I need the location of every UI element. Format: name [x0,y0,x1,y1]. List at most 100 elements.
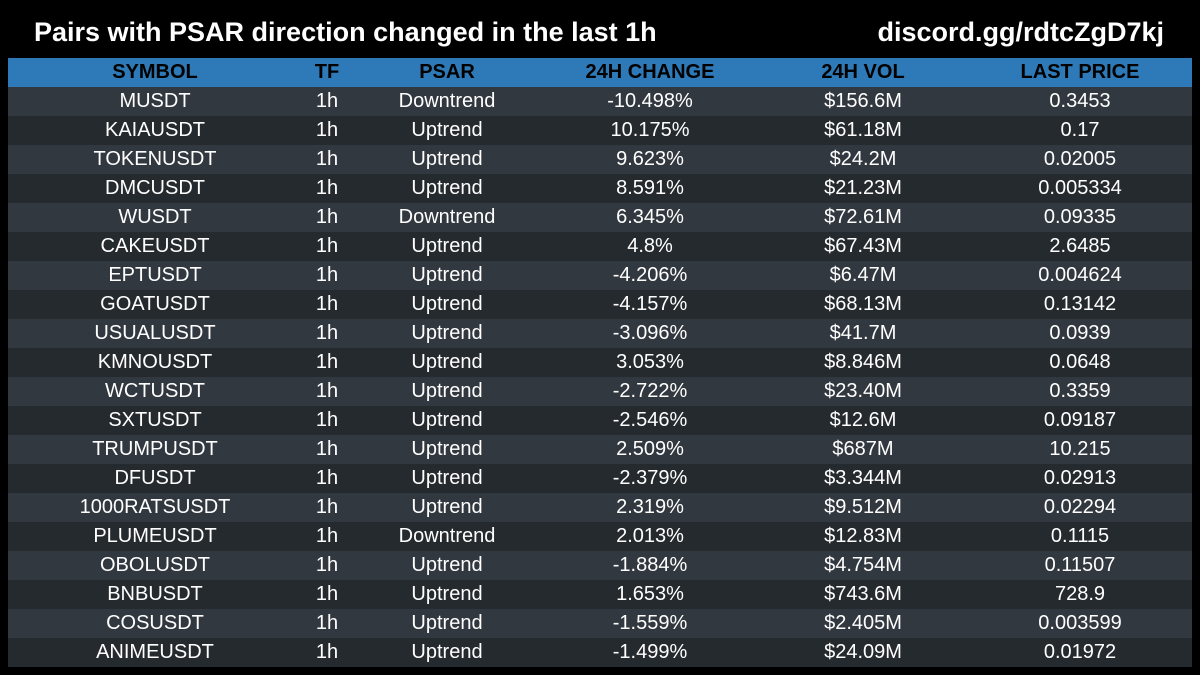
symbol-cell: 1000RATSUSDT [79,496,231,518]
price-cell: 10.215 [1049,438,1111,460]
change-cell: 1.653% [616,583,684,605]
symbol-cell: BNBUSDT [107,583,203,605]
symbol-cell: SXTUSDT [108,409,202,431]
price-cell: 0.004624 [1038,264,1122,286]
symbol-cell: KMNOUSDT [97,351,213,373]
tf-cell: 1h [315,264,339,286]
psar-cell: Uptrend [411,177,483,199]
change-cell: -1.559% [612,612,688,634]
table-row[interactable]: WCTUSDT 1h Uptrend -2.722% $23.40M 0.3359 [8,377,1192,406]
table-row[interactable]: KAIAUSDT 1h Uptrend 10.175% $61.18M 0.17 [8,116,1192,145]
table-row[interactable]: WUSDT 1h Downtrend 6.345% $72.61M 0.09335 [8,203,1192,232]
symbol-cell: TOKENUSDT [93,148,217,170]
tf-cell: 1h [315,177,339,199]
psar-cell: Uptrend [411,148,483,170]
price-cell: 0.11507 [1044,554,1116,576]
symbol-cell: ANIMEUSDT [96,641,214,663]
psar-cell: Downtrend [398,90,496,112]
tf-cell: 1h [315,525,339,547]
tf-cell: 1h [315,90,339,112]
symbol-cell: OBOLUSDT [99,554,211,576]
change-cell: -2.379% [612,467,688,489]
psar-cell: Uptrend [411,496,483,518]
price-cell: 0.17 [1060,119,1100,141]
psar-cell: Uptrend [411,612,483,634]
tf-cell: 1h [315,293,339,315]
change-cell: 8.591% [616,177,684,199]
change-cell: 6.345% [616,206,684,228]
table-row[interactable]: SXTUSDT 1h Uptrend -2.546% $12.6M 0.09187 [8,406,1192,435]
table-row[interactable]: USUALUSDT 1h Uptrend -3.096% $41.7M 0.0939 [8,319,1192,348]
price-cell: 0.09335 [1043,206,1117,228]
volume-cell: $156.6M [824,90,902,112]
change-cell: 10.175% [610,119,690,141]
symbol-cell: DFUSDT [114,467,196,489]
symbol-cell: WUSDT [118,206,192,228]
price-cell: 0.005334 [1038,177,1122,199]
price-cell: 0.13142 [1043,293,1117,315]
volume-cell: $6.47M [829,264,897,286]
symbol-cell: PLUMEUSDT [93,525,217,547]
psar-cell: Uptrend [411,583,483,605]
table-row[interactable]: EPTUSDT 1h Uptrend -4.206% $6.47M 0.004624 [8,261,1192,290]
psar-cell: Downtrend [398,525,496,547]
psar-table: SYMBOL TF PSAR 24H CHANGE 24H VOL LAST P… [8,58,1192,667]
symbol-cell: KAIAUSDT [104,119,206,141]
symbol-cell: GOATUSDT [100,293,210,315]
table-row[interactable]: TRUMPUSDT 1h Uptrend 2.509% $687M 10.215 [8,435,1192,464]
price-cell: 0.02294 [1043,496,1117,518]
psar-cell: Uptrend [411,293,483,315]
psar-cell: Downtrend [398,206,496,228]
page-title: Pairs with PSAR direction changed in the… [34,17,657,47]
tf-cell: 1h [315,148,339,170]
tf-cell: 1h [315,641,339,663]
table-row[interactable]: CAKEUSDT 1h Uptrend 4.8% $67.43M 2.6485 [8,232,1192,261]
table-row[interactable]: OBOLUSDT 1h Uptrend -1.884% $4.754M 0.11507 [8,551,1192,580]
column-header-symbol[interactable]: SYMBOL [112,61,198,83]
tf-cell: 1h [315,583,339,605]
price-cell: 0.02913 [1043,467,1117,489]
symbol-cell: CAKEUSDT [100,235,210,257]
table-row[interactable]: GOATUSDT 1h Uptrend -4.157% $68.13M 0.13142 [8,290,1192,319]
volume-cell: $12.83M [824,525,902,547]
column-header-24h-change[interactable]: 24H CHANGE [585,61,715,83]
price-cell: 0.3359 [1049,380,1111,402]
table-row[interactable]: COSUSDT 1h Uptrend -1.559% $2.405M 0.003599 [8,609,1192,638]
tf-cell: 1h [315,351,339,373]
symbol-cell: DMCUSDT [105,177,205,199]
table-row[interactable]: KMNOUSDT 1h Uptrend 3.053% $8.846M 0.0648 [8,348,1192,377]
table-row[interactable]: DMCUSDT 1h Uptrend 8.591% $21.23M 0.005334 [8,174,1192,203]
table-row[interactable]: DFUSDT 1h Uptrend -2.379% $3.344M 0.02913 [8,464,1192,493]
change-cell: 2.319% [616,496,684,518]
change-cell: -3.096% [612,322,688,344]
change-cell: 3.053% [616,351,684,373]
table-row[interactable]: BNBUSDT 1h Uptrend 1.653% $743.6M 728.9 [8,580,1192,609]
table-row[interactable]: PLUMEUSDT 1h Downtrend 2.013% $12.83M 0.1115 [8,522,1192,551]
tf-cell: 1h [315,380,339,402]
change-cell: 4.8% [627,235,673,257]
volume-cell: $687M [832,438,894,460]
volume-cell: $24.2M [829,148,897,170]
column-header-last-price[interactable]: LAST PRICE [1020,61,1140,83]
discord-link[interactable]: discord.gg/rdtcZgD7kj [877,17,1164,47]
column-header-tf[interactable]: TF [314,61,340,83]
change-cell: -4.206% [612,264,688,286]
table-row[interactable]: 1000RATSUSDT 1h Uptrend 2.319% $9.512M 0.0229… [8,493,1192,522]
tf-cell: 1h [315,206,339,228]
table-row[interactable]: ANIMEUSDT 1h Uptrend -1.499% $24.09M 0.01972 [8,638,1192,667]
table-row[interactable]: MUSDT 1h Downtrend -10.498% $156.6M 0.3453 [8,87,1192,116]
tf-cell: 1h [315,322,339,344]
price-cell: 0.01972 [1043,641,1117,663]
psar-cell: Uptrend [411,438,483,460]
column-header-24h-vol[interactable]: 24H VOL [821,61,905,83]
change-cell: -2.722% [612,380,688,402]
column-header-psar[interactable]: PSAR [419,61,475,83]
psar-cell: Uptrend [411,264,483,286]
change-cell: -1.884% [612,554,688,576]
table-row[interactable]: TOKENUSDT 1h Uptrend 9.623% $24.2M 0.02005 [8,145,1192,174]
volume-cell: $41.7M [829,322,897,344]
tf-cell: 1h [315,438,339,460]
psar-cell: Uptrend [411,467,483,489]
price-cell: 0.003599 [1038,612,1122,634]
